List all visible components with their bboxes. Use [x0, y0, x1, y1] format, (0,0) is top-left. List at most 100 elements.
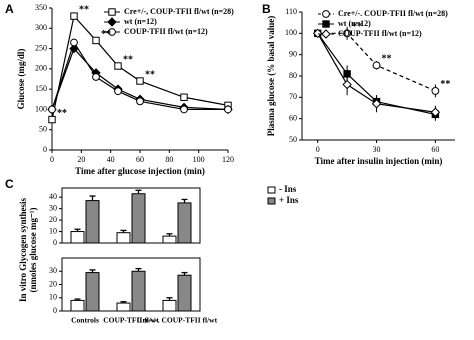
marker	[70, 12, 78, 20]
x-tick-label: 120	[222, 155, 234, 164]
y-tick-label: 30	[49, 203, 57, 212]
y-tick-label: 60	[289, 113, 297, 122]
annotation: **	[352, 22, 362, 33]
marker	[114, 62, 122, 70]
panel-label: B	[262, 2, 271, 16]
marker	[312, 28, 323, 39]
annotation: **	[101, 29, 111, 40]
legend-label: + Ins	[279, 195, 299, 205]
legend-label: wt (n=12)	[338, 19, 371, 28]
panel-label: C	[5, 177, 14, 191]
y-tick-label: 110	[285, 7, 297, 16]
x-tick-label: 40	[107, 155, 115, 164]
x-axis-label: Time after insulin injection (min)	[315, 156, 443, 166]
marker	[48, 105, 56, 114]
y-axis-label: (nmoles glucose mg⁻¹)	[28, 208, 38, 293]
marker	[136, 97, 144, 106]
x-tick-label: 60	[431, 145, 439, 154]
y-tick-label: 30	[49, 266, 57, 275]
marker	[372, 61, 381, 70]
legend-swatch	[267, 197, 276, 205]
y-tick-label: 100	[35, 104, 47, 113]
x-tick-label: 30	[373, 145, 381, 154]
bar	[162, 235, 177, 244]
marker	[321, 29, 331, 39]
marker	[136, 77, 144, 85]
marker	[371, 99, 382, 109]
y-axis-label: In vitro Glycogen synthesis	[18, 197, 28, 302]
y-tick-label: 40	[49, 192, 57, 201]
x-tick-label: COUP-TFII fl/wt	[103, 316, 159, 325]
legend-label: Cre+/-, COUP-TFII fl/wt (n=28)	[124, 7, 234, 16]
marker	[107, 17, 117, 27]
legend-label: wt (n=12)	[124, 17, 157, 26]
annotation: **	[123, 54, 133, 65]
series-line	[317, 33, 436, 113]
marker	[322, 10, 330, 18]
bar	[85, 200, 100, 244]
bar	[70, 299, 85, 312]
bar	[116, 232, 131, 244]
marker	[70, 38, 78, 47]
bar	[70, 231, 85, 244]
marker	[224, 105, 232, 114]
bar	[131, 270, 146, 312]
bar	[177, 274, 192, 312]
x-tick-label: 20	[77, 155, 85, 164]
y-tick-label: 10	[49, 293, 57, 302]
y-tick-label: 20	[49, 215, 57, 224]
marker	[48, 115, 56, 124]
marker	[343, 29, 352, 38]
x-tick-label: 100	[193, 155, 205, 164]
y-tick-label: 200	[35, 64, 47, 73]
marker	[92, 36, 100, 45]
bar	[85, 272, 100, 312]
series-line	[317, 32, 436, 92]
annotation: **	[57, 108, 67, 119]
marker	[430, 107, 441, 117]
y-tick-label: 150	[35, 84, 47, 93]
marker	[108, 8, 116, 16]
y-tick-label: 50	[39, 125, 47, 134]
x-tick-label: 0	[316, 145, 320, 154]
y-tick-label: 250	[35, 43, 47, 52]
y-tick-label: 90	[289, 49, 297, 58]
x-axis-label: Time after glucose injection (min)	[75, 166, 205, 176]
bar	[177, 202, 192, 244]
legend-label: COUP-TFII fl/wt (n=12)	[124, 27, 208, 36]
y-tick-label: 350	[35, 3, 47, 12]
legend-label: COUP-TFII fl/wt (n=12)	[338, 29, 422, 38]
marker	[180, 105, 188, 114]
y-tick-label: 0	[53, 306, 57, 315]
y-tick-label: 70	[289, 92, 297, 101]
x-tick-label: Cre+/-. COUP-TFII fl/wt	[137, 316, 218, 325]
marker	[342, 79, 352, 90]
annotation: **	[79, 4, 89, 15]
y-tick-label: 10	[49, 226, 57, 235]
marker	[431, 87, 440, 95]
y-axis-label: Plasma glucose (% basal value)	[266, 16, 276, 137]
bar	[131, 193, 146, 244]
legend-label: Cre+/-. COUP-TFII fl/wt (n=28)	[338, 9, 448, 18]
y-tick-label: 80	[289, 71, 297, 80]
annotation: **	[440, 79, 450, 90]
x-tick-label: Controls	[71, 316, 99, 325]
marker	[114, 87, 122, 96]
annotation: **	[145, 69, 155, 80]
bar	[116, 302, 131, 312]
x-tick-label: 60	[136, 155, 144, 164]
y-tick-label: 100	[285, 28, 297, 37]
bar	[162, 299, 177, 312]
marker	[180, 93, 188, 101]
y-tick-label: 0	[43, 145, 47, 154]
y-tick-label: 50	[289, 135, 297, 144]
marker	[322, 20, 330, 28]
marker	[108, 28, 116, 36]
legend-label: - Ins	[279, 184, 297, 194]
y-tick-label: 300	[35, 23, 47, 32]
y-axis-label: Glucose (mg/dl)	[16, 49, 26, 110]
y-tick-label: 20	[49, 279, 57, 288]
legend-swatch	[267, 186, 276, 194]
marker	[92, 73, 100, 81]
